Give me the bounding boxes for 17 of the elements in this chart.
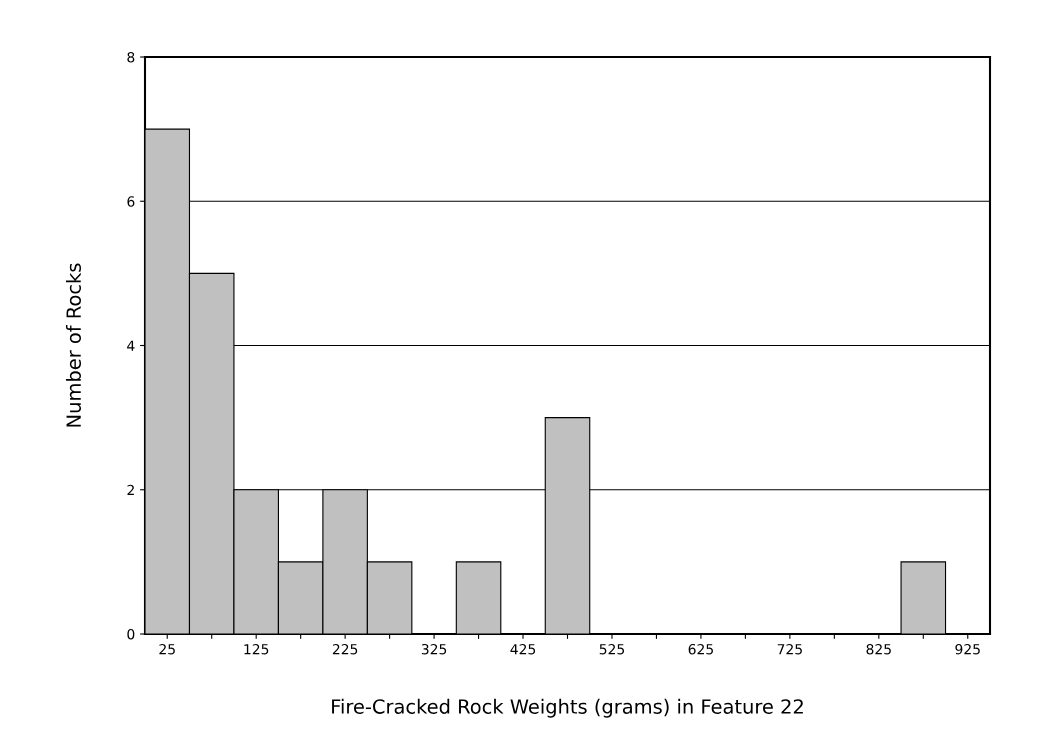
y-axis-title: Number of Rocks <box>65 263 82 427</box>
x-tick-label: 325 <box>421 643 447 655</box>
x-tick-label: 125 <box>244 643 269 655</box>
x-tick-label: 425 <box>510 643 536 655</box>
x-tick-label: 25 <box>159 643 175 655</box>
x-tick-label: 725 <box>777 643 802 655</box>
y-tick-label: 0 <box>127 628 135 640</box>
x-tick-label: 525 <box>599 643 625 655</box>
y-tick-label: 8 <box>127 51 135 63</box>
x-tick-label: 225 <box>332 643 358 655</box>
x-tick-label: 925 <box>955 643 980 655</box>
x-tick-label: 825 <box>866 643 891 655</box>
x-tick-label: 625 <box>688 643 713 655</box>
y-tick-label: 6 <box>127 196 135 207</box>
y-tick-label: 4 <box>127 340 135 351</box>
y-tick-label: 2 <box>127 484 134 496</box>
x-axis-title: Fire-Cracked Rock Weights (grams) in Feature 22 <box>332 698 803 718</box>
